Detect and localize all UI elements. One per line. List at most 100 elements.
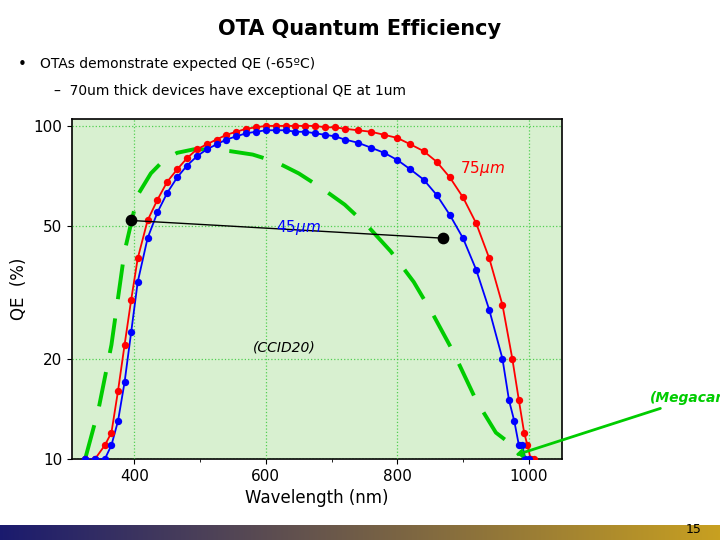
Bar — [158, 525, 159, 540]
Bar — [704, 525, 705, 540]
Bar — [58, 525, 59, 540]
Bar — [357, 525, 358, 540]
Point — [444, 173, 456, 182]
Bar — [604, 525, 605, 540]
Bar — [625, 525, 626, 540]
Bar — [550, 525, 551, 540]
Bar — [309, 525, 310, 540]
Bar — [6, 525, 7, 540]
Bar — [91, 525, 92, 540]
Bar — [672, 525, 673, 540]
Bar — [294, 525, 295, 540]
Bar — [218, 525, 219, 540]
Point — [171, 165, 183, 174]
Text: –  70um thick devices have exceptional QE at 1um: – 70um thick devices have exceptional QE… — [54, 84, 406, 98]
Bar — [267, 525, 268, 540]
Bar — [51, 525, 52, 540]
Bar — [147, 525, 148, 540]
Bar — [449, 525, 450, 540]
Bar — [701, 525, 702, 540]
Bar — [132, 525, 133, 540]
Bar — [308, 525, 309, 540]
Bar — [80, 525, 81, 540]
Point — [280, 122, 292, 130]
Bar — [678, 525, 679, 540]
Bar — [472, 525, 473, 540]
Bar — [384, 525, 385, 540]
Bar — [626, 525, 627, 540]
Bar — [214, 525, 215, 540]
Bar — [153, 525, 154, 540]
Bar — [469, 525, 470, 540]
Bar — [312, 525, 313, 540]
Bar — [26, 525, 27, 540]
Bar — [699, 525, 700, 540]
Bar — [35, 525, 36, 540]
Bar — [690, 525, 691, 540]
Bar — [710, 525, 711, 540]
Point — [289, 127, 301, 136]
Bar — [33, 525, 34, 540]
Bar — [199, 525, 200, 540]
Bar — [483, 525, 484, 540]
Bar — [108, 525, 109, 540]
Bar — [297, 525, 298, 540]
Bar — [90, 525, 91, 540]
Bar — [301, 525, 302, 540]
Bar — [566, 525, 567, 540]
Bar — [512, 525, 513, 540]
Point — [522, 441, 534, 449]
Bar — [526, 525, 527, 540]
Bar — [247, 525, 248, 540]
Bar — [466, 525, 467, 540]
Bar — [320, 525, 321, 540]
Bar — [709, 525, 710, 540]
Bar — [126, 525, 127, 540]
Bar — [49, 525, 50, 540]
Bar — [290, 525, 291, 540]
Bar — [551, 525, 552, 540]
Bar — [519, 525, 520, 540]
Bar — [179, 525, 180, 540]
Bar — [537, 525, 538, 540]
Bar — [331, 525, 332, 540]
Bar — [665, 525, 666, 540]
Bar — [283, 525, 284, 540]
Bar — [227, 525, 228, 540]
Bar — [459, 525, 460, 540]
Point — [125, 296, 137, 305]
Bar — [99, 525, 100, 540]
Y-axis label: QE  (%): QE (%) — [10, 258, 28, 320]
Bar — [611, 525, 612, 540]
Bar — [567, 525, 568, 540]
Bar — [565, 525, 566, 540]
Bar — [254, 525, 255, 540]
Point — [444, 211, 456, 219]
Bar — [34, 525, 35, 540]
Bar — [8, 525, 9, 540]
Bar — [5, 525, 6, 540]
Bar — [135, 525, 136, 540]
Point — [379, 131, 390, 139]
Bar — [350, 525, 351, 540]
Point — [280, 126, 292, 134]
Bar — [668, 525, 669, 540]
Bar — [446, 525, 447, 540]
Bar — [195, 525, 196, 540]
Bar — [116, 525, 117, 540]
Text: (Megacam): (Megacam) — [518, 391, 720, 455]
Bar — [302, 525, 303, 540]
Bar — [98, 525, 99, 540]
Bar — [232, 525, 233, 540]
Point — [329, 132, 341, 141]
Bar — [12, 525, 13, 540]
Bar — [447, 525, 448, 540]
Bar — [324, 525, 325, 540]
Point — [339, 135, 351, 144]
Bar — [388, 525, 389, 540]
Bar — [325, 525, 326, 540]
Bar — [564, 525, 565, 540]
Bar — [361, 525, 362, 540]
Bar — [277, 525, 278, 540]
Bar — [492, 525, 493, 540]
